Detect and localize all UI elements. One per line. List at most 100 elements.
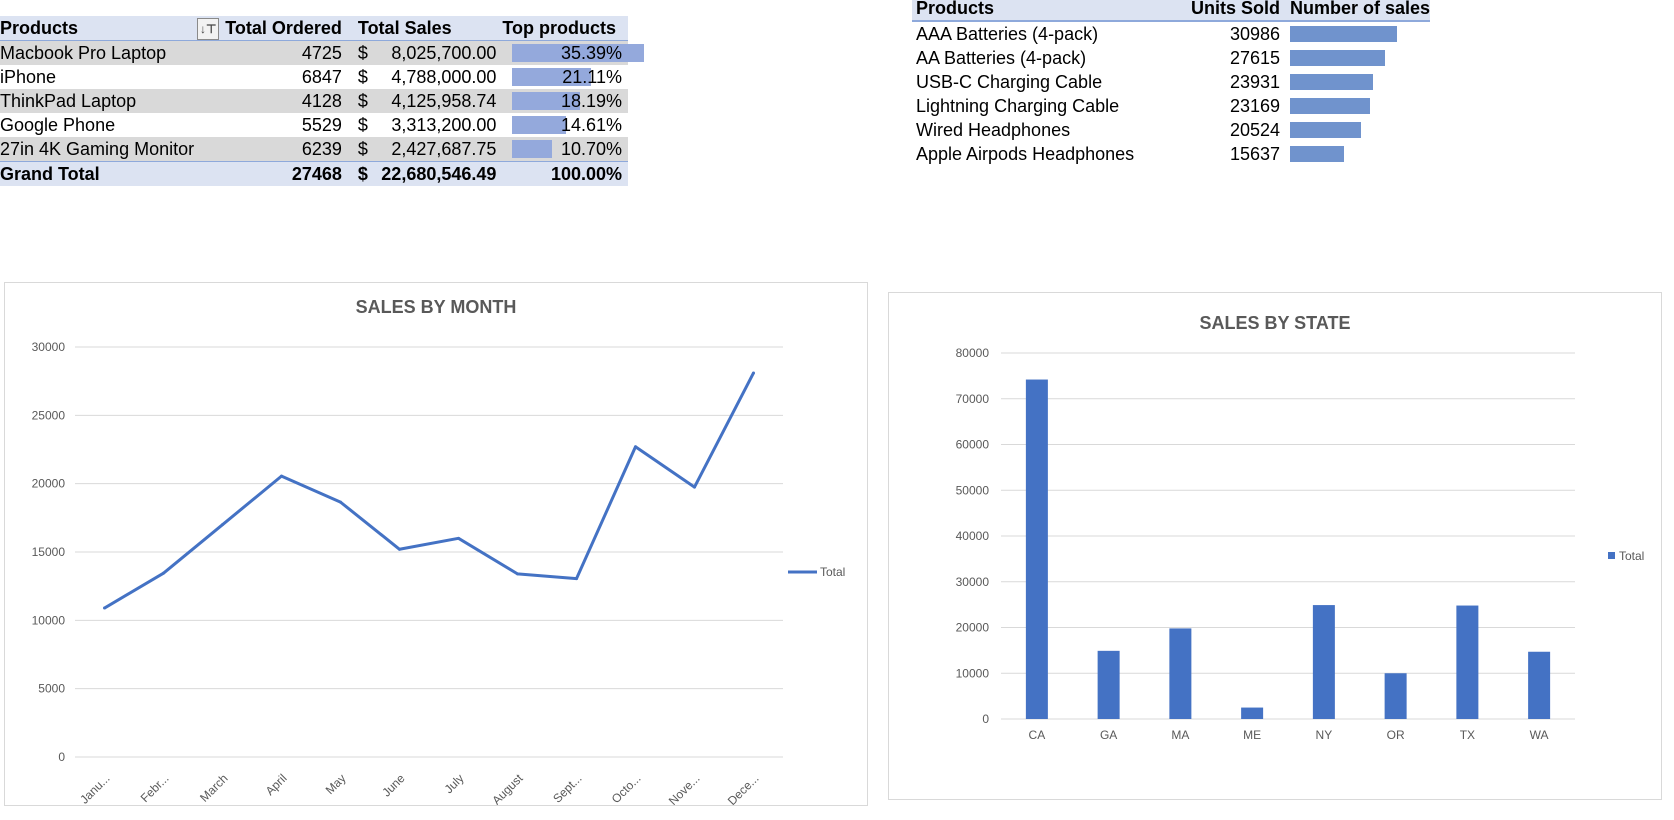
x-tick-label: Sept... — [550, 771, 584, 805]
pivot-row: 27in 4K Gaming Monitor 6239 $2,427,687.75 1… — [0, 137, 628, 162]
sales-by-state-svg: SALES BY STATE 0 10000 20000 30000 40000 50000… — [956, 313, 1645, 742]
header-products[interactable]: Products — [0, 18, 79, 39]
y-tick-label: 30000 — [956, 575, 990, 589]
units-sold-value: 15637 — [1229, 144, 1280, 164]
y-tick-label: 0 — [58, 750, 65, 764]
pivot-currency: $ — [357, 139, 368, 160]
data-point — [752, 371, 755, 375]
x-tick-label: WA — [1530, 728, 1549, 742]
y-tick-label: 80000 — [956, 346, 990, 360]
y-tick-label: 60000 — [956, 438, 990, 452]
pivot-top-cell: 14.61% — [496, 113, 628, 137]
units-sold-value: 30986 — [1229, 24, 1280, 44]
pivot-product: iPhone — [0, 67, 57, 88]
pivot-data-bar — [512, 92, 581, 111]
x-tick-label: June — [379, 771, 408, 800]
header-top-products[interactable]: Top products — [502, 18, 617, 39]
grand-total-ordered: 27468 — [291, 164, 342, 185]
x-tick-label: NY — [1316, 728, 1333, 742]
pivot-percent: 18.19% — [560, 91, 622, 112]
y-tick-label: 40000 — [956, 529, 990, 543]
pivot-currency: $ — [357, 115, 368, 136]
units-product: Lightning Charging Cable — [916, 96, 1120, 116]
pivot-currency: $ — [357, 43, 368, 64]
chart-title: SALES BY MONTH — [356, 297, 517, 317]
units-bar-cell — [1288, 118, 1430, 142]
sales-by-month-chart[interactable]: SALES BY MONTH 0 5000 10000 15000 20000 25000 3… — [4, 282, 868, 808]
data-point — [516, 572, 519, 576]
y-tick-label: 15000 — [32, 545, 66, 559]
pivot-sales: 8,025,700.00 — [391, 43, 497, 64]
pivot-sales: 3,313,200.00 — [391, 115, 497, 136]
x-tick-label: March — [197, 771, 230, 804]
y-tick-label: 20000 — [32, 477, 66, 491]
x-tick-label: GA — [1100, 728, 1117, 742]
pivot-percent: 14.61% — [560, 115, 622, 136]
data-point — [693, 485, 696, 489]
bar-ma — [1169, 628, 1192, 719]
bar-wa — [1528, 651, 1551, 719]
x-tick-label: July — [442, 771, 467, 796]
pivot-data-bar — [512, 44, 645, 63]
data-point — [221, 523, 224, 527]
pivot-percent: 10.70% — [560, 139, 622, 160]
grand-total-sales: 22,680,546.49 — [381, 164, 497, 185]
units-sold-value: 20524 — [1229, 120, 1280, 140]
bar-or — [1384, 673, 1407, 719]
legend-label: Total — [1619, 549, 1644, 563]
bar-me — [1241, 707, 1264, 719]
pivot-product: 27in 4K Gaming Monitor — [0, 139, 195, 160]
units-sold-value: 27615 — [1229, 48, 1280, 68]
units-header-row: Products Units Sold Number of sales — [912, 0, 1431, 21]
pivot-top-cell: 35.39% — [496, 41, 645, 66]
x-tick-label: May — [323, 771, 349, 797]
data-point — [457, 536, 460, 540]
units-data-bar — [1290, 122, 1361, 138]
units-product: USB-C Charging Cable — [916, 72, 1103, 92]
sales-by-state-chart[interactable]: SALES BY STATE 0 10000 20000 30000 40000 50000… — [888, 292, 1662, 800]
pivot-product: Macbook Pro Laptop — [0, 43, 167, 64]
units-header-number-of-sales[interactable]: Number of sales — [1290, 0, 1431, 18]
y-tick-label: 0 — [982, 712, 989, 726]
units-bar-cell — [1288, 70, 1430, 94]
sort-filter-icon[interactable]: ↓⊤ — [197, 18, 220, 41]
units-header-units-sold[interactable]: Units Sold — [1191, 0, 1280, 18]
y-tick-label: 20000 — [956, 621, 990, 635]
header-total-sales[interactable]: Total Sales — [357, 18, 452, 39]
pivot-ordered: 4128 — [301, 91, 342, 112]
pivot-product: Google Phone — [0, 115, 116, 136]
y-tick-label: 10000 — [956, 666, 990, 680]
x-tick-label: April — [263, 771, 290, 798]
pivot-top-cell: 10.70% — [496, 137, 628, 162]
legend-square-marker — [1608, 552, 1615, 559]
pivot-sales: 4,125,958.74 — [391, 91, 497, 112]
units-row: USB-C Charging Cable 23931 — [912, 70, 1430, 94]
bar-ny — [1312, 605, 1335, 719]
units-data-bar — [1290, 50, 1385, 66]
pivot-ordered: 4725 — [301, 43, 342, 64]
bar-ca — [1025, 379, 1048, 719]
data-point — [280, 474, 283, 478]
y-tick-label: 30000 — [32, 340, 66, 354]
pivot-sales: 2,427,687.75 — [391, 139, 497, 160]
units-header-products[interactable]: Products — [916, 0, 995, 18]
pivot-data-bar — [512, 116, 567, 135]
units-sold-value: 23169 — [1229, 96, 1280, 116]
x-tick-label: Febr... — [138, 771, 172, 805]
units-product: AA Batteries (4-pack) — [916, 48, 1087, 68]
units-bar-cell — [1288, 21, 1430, 46]
legend-label: Total — [820, 565, 845, 579]
units-data-bar — [1290, 98, 1370, 114]
units-bar-cell — [1288, 46, 1430, 70]
header-total-ordered[interactable]: ↓⊤ Total Ordered — [194, 16, 344, 41]
x-tick-label: CA — [1029, 728, 1046, 742]
pivot-row: Macbook Pro Laptop 4725 $8,025,700.00 35.39… — [0, 40, 645, 66]
x-tick-label: Janu... — [77, 771, 112, 805]
pivot-sales: 4,788,000.00 — [391, 67, 497, 88]
pivot-row: iPhone 6847 $4,788,000.00 21.11% — [0, 65, 628, 89]
units-product: Apple Airpods Headphones — [916, 144, 1135, 164]
y-tick-label: 70000 — [956, 392, 990, 406]
y-tick-label: 25000 — [32, 408, 66, 422]
pivot-ordered: 6847 — [301, 67, 342, 88]
data-point — [634, 445, 637, 449]
